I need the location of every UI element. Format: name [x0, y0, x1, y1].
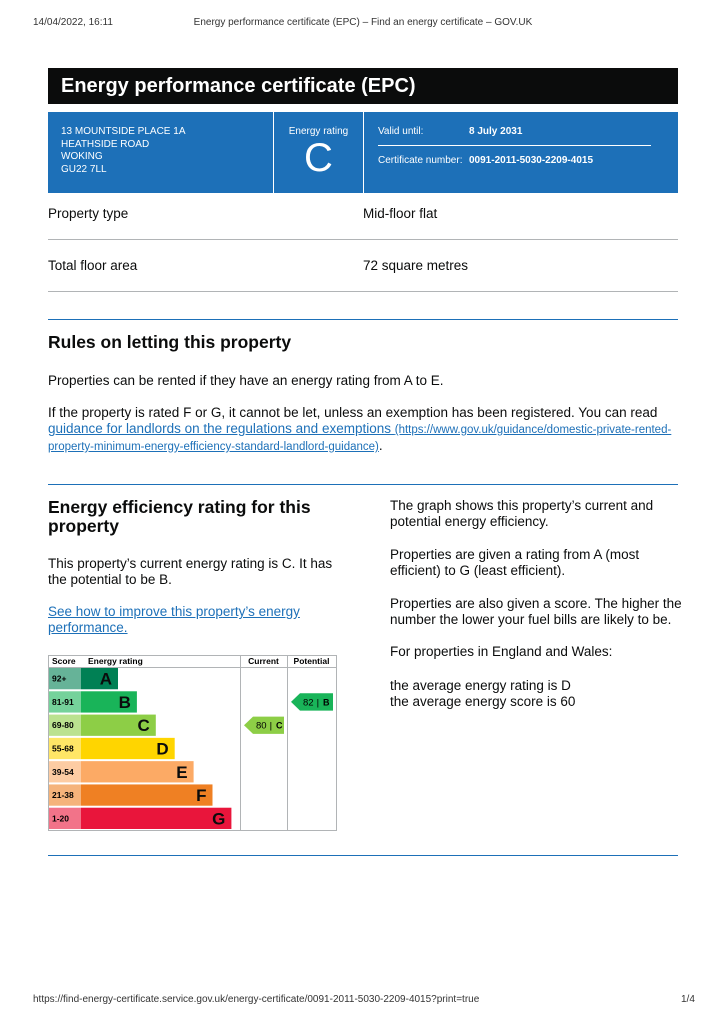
- paragraph: Properties are also given a score. The h…: [390, 596, 682, 627]
- score-range: 39-54: [52, 767, 74, 777]
- print-page-title: Energy performance certificate (EPC) – F…: [193, 17, 533, 28]
- valid-until-label: Valid until:: [378, 126, 424, 137]
- rating-bar: [81, 784, 213, 806]
- arrow-separator: |: [270, 721, 272, 732]
- summary-label: Property type: [48, 206, 129, 221]
- rating-letter: D: [156, 740, 168, 759]
- arrow-letter: C: [276, 721, 283, 731]
- rating-letter: A: [100, 670, 112, 689]
- rating-letter: C: [138, 716, 150, 735]
- average-line: the average energy rating is D: [390, 678, 571, 693]
- arrow-separator: |: [317, 697, 319, 708]
- summary-value: Mid-floor flat: [363, 206, 438, 221]
- rating-arrow: [244, 716, 284, 734]
- title-bar: Energy performance certificate (EPC): [48, 68, 678, 104]
- arrow-letter: B: [323, 697, 330, 707]
- rating-bar: [81, 668, 118, 690]
- address: 13 MOUNTSIDE PLACE 1A HEATHSIDE ROAD WOK…: [61, 126, 185, 186]
- score-cell: [49, 761, 81, 783]
- row-divider: [48, 291, 678, 292]
- link-url[interactable]: (https://www.gov.uk/guidance/domestic-pr…: [48, 424, 672, 453]
- address-line: GU22 7LL: [61, 163, 107, 175]
- summary-label: Total floor area: [48, 258, 138, 273]
- print-datetime: 14/04/2022, 16:11: [33, 17, 113, 28]
- rating-letter: G: [212, 809, 225, 828]
- rating-label: Energy rating: [288, 126, 349, 137]
- score-cell: [49, 691, 81, 713]
- section-rule: [48, 319, 678, 320]
- paragraph: This property’s current energy rating is…: [48, 556, 333, 587]
- section-heading: Energy efficiency rating for this proper…: [48, 497, 311, 536]
- print-page-number: 1/4: [681, 994, 695, 1005]
- score-cell: [49, 668, 81, 690]
- certificate-label: Certificate number:: [378, 155, 463, 166]
- arrow-score: 80: [256, 721, 267, 732]
- address-line: WOKING: [61, 151, 103, 162]
- certificate-details: Valid until: 8 July 2031 Certificate num…: [378, 112, 658, 193]
- paragraph: For properties in England and Wales:: [390, 644, 613, 659]
- address-line: 13 MOUNTSIDE PLACE 1A: [61, 126, 186, 137]
- paragraph: Properties can be rented if they have an…: [48, 373, 444, 388]
- rating-bar: [81, 714, 156, 736]
- score-range: 92+: [52, 674, 66, 684]
- improve-link[interactable]: See how to improve this property’s energ…: [48, 604, 300, 635]
- average-line: the average energy score is 60: [390, 694, 576, 709]
- column-header: Current: [248, 656, 279, 666]
- row-divider: [48, 239, 678, 240]
- rating: C: [304, 136, 333, 180]
- rating-letter: F: [196, 786, 206, 805]
- paragraph: The graph shows this property’s current …: [390, 498, 654, 529]
- rating-letter: E: [176, 763, 187, 782]
- summary-value: 72 square metres: [363, 258, 469, 273]
- paragraph-text: If the property is rated F or G, it cann…: [48, 405, 658, 420]
- section-rule: [48, 484, 678, 485]
- paragraph: Properties are given a rating from A (mo…: [390, 547, 640, 578]
- rating-letter: B: [119, 693, 131, 712]
- column-header: Potential: [294, 656, 330, 666]
- column-header: Score: [52, 656, 76, 666]
- score-cell: [49, 807, 81, 829]
- rating-bar: [81, 807, 232, 829]
- print-url: https://find-energy-certificate.service.…: [33, 994, 480, 1005]
- section-rule: [48, 855, 678, 856]
- rating-bar: [81, 737, 175, 760]
- divider: [378, 145, 651, 146]
- section-heading: Rules on letting this property: [48, 332, 292, 352]
- arrow-label: 80 | C: [256, 721, 283, 732]
- score-cell: [49, 714, 81, 736]
- column-header: Energy rating: [88, 656, 143, 666]
- score-range: 1-20: [52, 813, 69, 823]
- divider: [273, 112, 274, 193]
- score-cell: [49, 737, 81, 760]
- score-range: 55-68: [52, 744, 74, 754]
- rating-bar: [81, 691, 137, 713]
- guidance-link[interactable]: guidance for landlords on the regulation…: [48, 421, 671, 453]
- score-range: 69-80: [52, 720, 74, 730]
- valid-until: 8 July 2031: [469, 126, 523, 137]
- link-text[interactable]: guidance for landlords on the regulation…: [48, 421, 391, 436]
- score-cell: [49, 784, 81, 806]
- arrow-score: 82: [303, 697, 314, 708]
- address-line: HEATHSIDE ROAD: [61, 138, 150, 150]
- certificate-number: 0091-2011-5030-2209-4015: [469, 155, 593, 166]
- chart-frame: [48, 655, 337, 831]
- paragraph-text: .: [378, 438, 383, 453]
- score-range: 21-38: [52, 790, 74, 800]
- epc-chart: Score Energy rating Current Potential 92+ A 81…: [48, 655, 337, 831]
- score-range: 81-91: [52, 697, 74, 707]
- page-title: Energy performance certificate (EPC): [61, 75, 416, 97]
- rating-bar: [81, 761, 194, 783]
- rating-arrow: [291, 693, 333, 711]
- paragraph: If the property is rated F or G, it cann…: [48, 405, 680, 455]
- certificate-header: 13 MOUNTSIDE PLACE 1A HEATHSIDE ROAD WOK…: [48, 112, 678, 193]
- divider: [363, 112, 364, 193]
- rating-box: Energy rating C: [274, 112, 363, 193]
- paragraph: See how to improve this property’s energ…: [48, 604, 323, 636]
- averages: the average energy rating is D the avera…: [390, 678, 682, 710]
- arrow-label: 82 | B: [303, 697, 330, 708]
